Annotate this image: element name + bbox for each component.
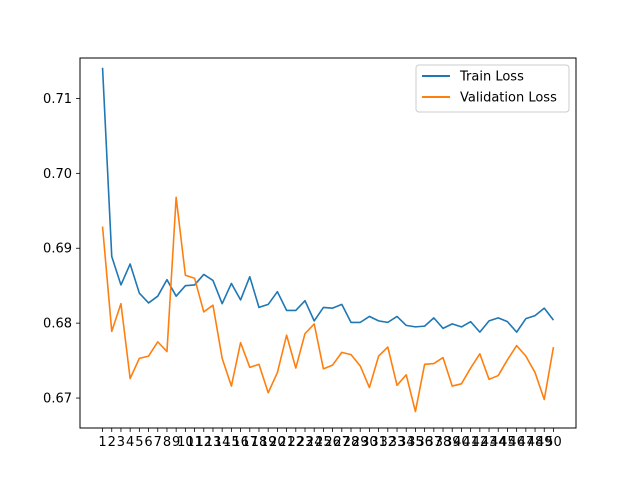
y-tick-label: 0.71 [43,92,72,107]
x-tick-label: 44 [490,435,507,450]
legend-label-train: Train Loss [459,70,524,85]
x-tick-label: 21 [278,435,295,450]
x-tick-label: 39 [444,435,461,450]
x-tick-label: 40 [453,435,470,450]
x-tick-label: 5 [135,435,143,450]
x-tick-label: 19 [260,435,277,450]
x-tick-label: 17 [242,435,259,450]
x-tick-label: 41 [462,435,479,450]
plot-frame [79,57,577,429]
x-tick-label: 20 [269,435,286,450]
x-tick-label: 32 [380,435,397,450]
x-tick-label: 29 [352,435,369,450]
x-tick-label: 12 [195,435,212,450]
x-tick-label: 49 [536,435,553,450]
x-tick-label: 16 [232,435,249,450]
x-tick-label: 31 [370,435,387,450]
x-tick-label: 45 [499,435,516,450]
x-tick-label: 2 [108,435,116,450]
x-tick-label: 46 [508,435,525,450]
series-line-train [101,67,555,333]
legend: Train Loss Validation Loss [415,64,570,113]
series-layer [101,67,555,413]
x-tick-label: 14 [214,435,231,450]
x-tick-label: 11 [186,435,203,450]
plot-background [80,58,576,428]
x-tick-label: 36 [416,435,433,450]
x-tick-label: 10 [177,435,194,450]
x-tick-label: 30 [361,435,378,450]
x-tick-label: 1 [98,435,106,450]
x-tick-label: 4 [126,435,134,450]
x-tick-label: 13 [205,435,222,450]
series-line-validation [101,196,555,413]
x-tick-label: 8 [163,435,171,450]
x-tick-label: 23 [297,435,314,450]
x-tick-label: 26 [324,435,341,450]
y-axis: 0.67 0.68 0.69 0.70 0.71 [43,92,80,407]
y-tick-label: 0.69 [43,242,72,257]
x-axis: 1 2 3 4 5 6 7 8 91011121314151617181920212223242… [98,428,562,450]
x-tick-label: 3 [117,435,125,450]
x-tick-label: 18 [251,435,268,450]
x-tick-label: 47 [518,435,535,450]
x-tick-label: 43 [481,435,498,450]
x-tick-label: 48 [527,435,544,450]
x-tick-label: 27 [334,435,351,450]
y-tick-label: 0.68 [43,317,72,332]
y-tick-label: 0.70 [43,167,72,182]
y-tick-label: 0.67 [43,392,72,407]
legend-label-validation: Validation Loss [460,91,557,106]
x-tick-label: 33 [389,435,406,450]
x-tick-label: 15 [223,435,240,450]
x-tick-label: 24 [306,435,323,450]
x-tick-label: 9 [172,435,180,450]
x-tick-label: 35 [407,435,424,450]
x-tick-label: 38 [435,435,452,450]
x-tick-label: 37 [426,435,443,450]
x-tick-label: 7 [154,435,162,450]
x-tick-label: 6 [144,435,152,450]
legend-box [415,64,570,113]
x-tick-label: 25 [315,435,332,450]
x-tick-label: 42 [472,435,489,450]
x-tick-label: 50 [545,435,562,450]
x-tick-label: 28 [343,435,360,450]
x-tick-label: 34 [398,435,415,450]
x-tick-label: 22 [288,435,305,450]
